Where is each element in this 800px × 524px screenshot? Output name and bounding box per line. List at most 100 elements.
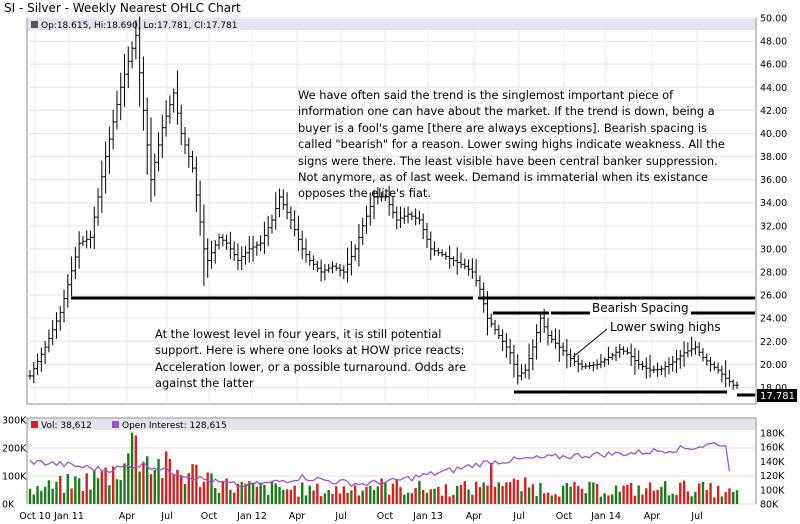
- oi-legend-swatch: [112, 421, 119, 428]
- volume-bar: [376, 486, 380, 504]
- ohlc-bar: [198, 180, 202, 236]
- volume-tick-label: 100K: [2, 472, 27, 483]
- ohlc-bar: [243, 245, 248, 265]
- volume-bar: [486, 485, 489, 504]
- ohlc-bar: [84, 230, 89, 249]
- ohlc-bar: [258, 235, 263, 252]
- volume-bar: [40, 491, 43, 504]
- ohlc-bar: [678, 349, 683, 369]
- volume-bar: [716, 485, 720, 504]
- ohlc-bar: [96, 188, 100, 226]
- oi-tick-label: 80K: [760, 500, 779, 511]
- ohlc-bar: [410, 211, 414, 221]
- volume-bar: [403, 494, 406, 504]
- volume-bar: [645, 488, 648, 504]
- price-tick-label: 34.00: [760, 198, 787, 209]
- volume-bar: [93, 470, 96, 504]
- x-tick-label: Jan 13: [412, 511, 443, 522]
- volume-bar: [301, 482, 304, 504]
- ohlc-bar: [88, 230, 93, 249]
- price-legend-swatch: [31, 21, 38, 28]
- ohlc-bar: [107, 126, 112, 174]
- volume-bar: [421, 489, 425, 504]
- ohlc-bar: [364, 205, 369, 235]
- volume-bar: [482, 482, 485, 504]
- volume-bar: [629, 482, 633, 504]
- volume-bar: [505, 482, 508, 504]
- ohlc-bar: [470, 258, 475, 279]
- ohlc-bar: [659, 365, 664, 376]
- volume-bar: [667, 495, 671, 504]
- support-annotation: At the lowest level in four years, it is…: [155, 327, 466, 391]
- ohlc-bar: [727, 370, 732, 387]
- ohlc-bar: [300, 230, 305, 260]
- ohlc-bar: [186, 137, 191, 168]
- ohlc-bar: [111, 109, 115, 150]
- price-tick-label: 44.00: [760, 83, 787, 94]
- ohlc-bar: [595, 359, 599, 370]
- volume-bar: [270, 481, 274, 504]
- volume-bar: [127, 453, 130, 504]
- volume-bar: [546, 492, 550, 504]
- ohlc-bar: [255, 241, 259, 256]
- ohlc-bar: [417, 210, 422, 225]
- ohlc-bar: [338, 264, 342, 277]
- ohlc-bar: [152, 153, 157, 197]
- volume-bar: [119, 480, 122, 504]
- oi-tick-label: 180K: [760, 429, 785, 440]
- volume-bar: [539, 483, 542, 504]
- ohlc-bar: [164, 100, 168, 137]
- volume-bar: [225, 478, 228, 504]
- volume-bar: [285, 489, 289, 504]
- volume-tick-label: 200K: [2, 444, 27, 455]
- ohlc-bar: [209, 240, 214, 269]
- x-tick-label: Apr: [466, 511, 483, 522]
- volume-bar: [524, 477, 527, 504]
- volume-bar: [266, 495, 270, 504]
- volume-bar: [425, 492, 429, 504]
- price-tick-label: 30.00: [760, 244, 787, 255]
- volume-bar: [183, 483, 187, 504]
- ohlc-bar: [149, 117, 153, 202]
- price-legend-band: [28, 19, 755, 30]
- ohlc-bar: [444, 251, 448, 261]
- ohlc-bar: [156, 132, 161, 172]
- volume-bar: [520, 491, 523, 504]
- volume-bar: [573, 481, 576, 504]
- ohlc-bar: [394, 206, 399, 230]
- volume-bar: [335, 486, 338, 504]
- ohlc-bar: [455, 247, 460, 275]
- volume-bar: [391, 483, 395, 504]
- ohlc-bar: [281, 189, 286, 210]
- x-tick-label: Oct: [556, 511, 573, 522]
- ohlc-bar: [606, 346, 611, 365]
- lower-swing-highs-label: Lower swing highs: [608, 320, 723, 334]
- volume-bar: [418, 480, 421, 504]
- volume-bar: [474, 481, 478, 504]
- ohlc-bar: [266, 216, 270, 246]
- volume-bar: [180, 475, 183, 504]
- ohlc-bar: [523, 363, 528, 379]
- ohlc-bar: [602, 357, 607, 368]
- volume-bar: [81, 490, 85, 504]
- volume-bar: [592, 482, 595, 504]
- volume-bar: [671, 493, 674, 504]
- volume-bar: [599, 496, 603, 504]
- volume-bar: [686, 491, 690, 504]
- volume-bar: [96, 478, 100, 504]
- volume-bar: [531, 484, 535, 504]
- volume-bar: [701, 481, 705, 504]
- ohlc-bar: [583, 362, 588, 370]
- volume-bar: [195, 464, 198, 504]
- volume-bar: [497, 482, 501, 504]
- ohlc-bar: [73, 246, 78, 280]
- ohlc-bar: [440, 249, 444, 257]
- last-price-label: 17.781: [760, 391, 795, 402]
- ohlc-bar: [69, 256, 74, 297]
- ohlc-bar: [307, 250, 312, 266]
- ohlc-bar: [599, 354, 603, 369]
- ohlc-bar: [54, 312, 59, 339]
- price-tick-label: 46.00: [760, 60, 787, 71]
- ohlc-bar: [217, 233, 221, 250]
